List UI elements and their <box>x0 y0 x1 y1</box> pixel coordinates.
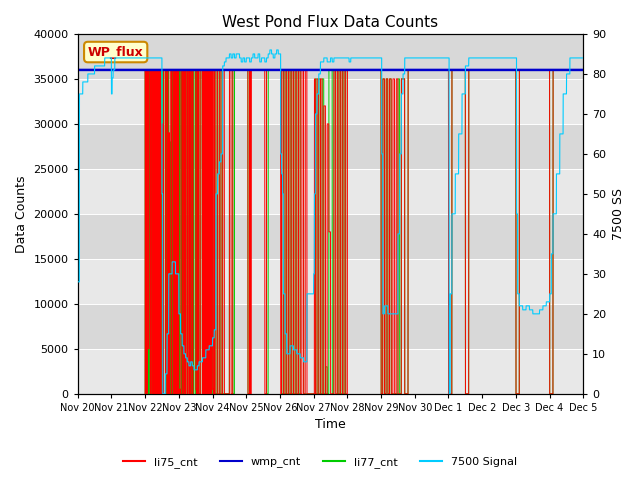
Bar <box>77 169 583 214</box>
Y-axis label: Data Counts: Data Counts <box>15 175 28 252</box>
Bar <box>77 214 583 259</box>
Legend: li75_cnt, wmp_cnt, li77_cnt, 7500 Signal: li75_cnt, wmp_cnt, li77_cnt, 7500 Signal <box>118 452 522 472</box>
Text: WP_flux: WP_flux <box>88 46 143 59</box>
Title: West Pond Flux Data Counts: West Pond Flux Data Counts <box>223 15 438 30</box>
Bar <box>77 124 583 169</box>
Bar <box>77 304 583 349</box>
Y-axis label: 7500 SS: 7500 SS <box>612 188 625 240</box>
Bar <box>77 79 583 124</box>
Bar <box>77 34 583 79</box>
X-axis label: Time: Time <box>315 419 346 432</box>
Bar <box>77 349 583 394</box>
Bar <box>77 259 583 304</box>
